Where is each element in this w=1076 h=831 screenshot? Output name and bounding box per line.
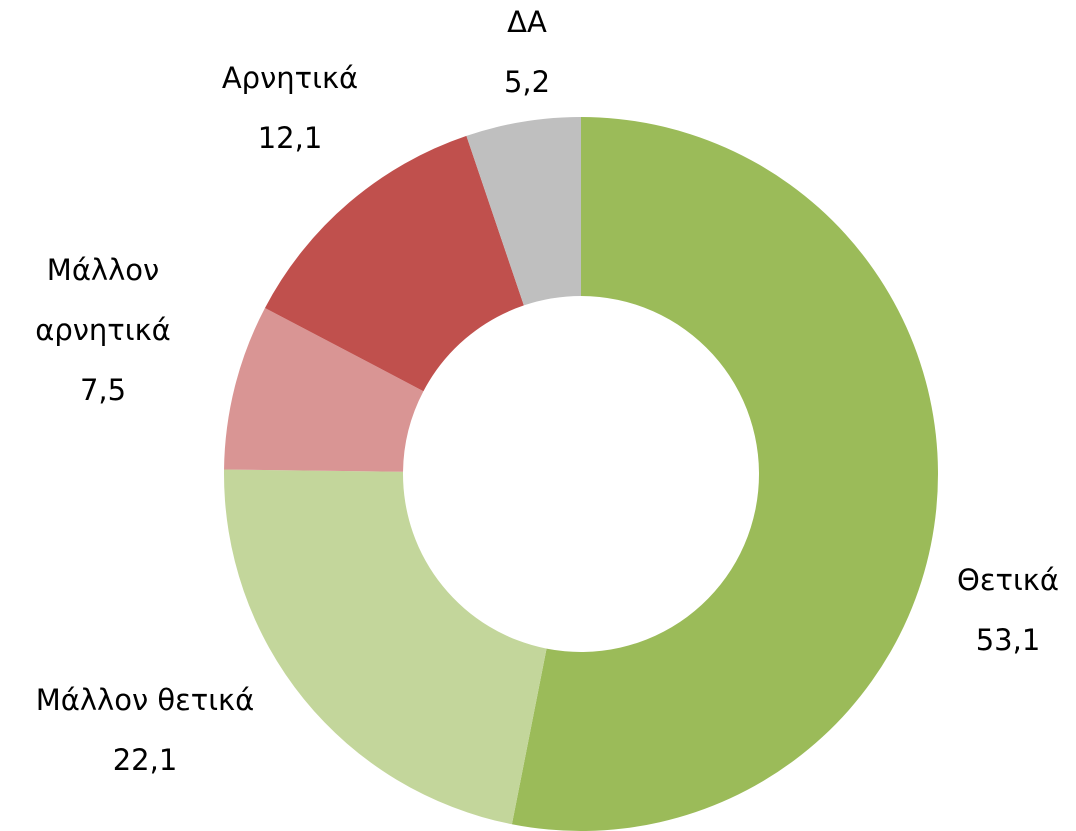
- data-label: Θετικά 53,1: [957, 550, 1059, 670]
- data-label: Αρνητικά 12,1: [222, 48, 358, 168]
- category-label: Μάλλον θετικά: [35, 683, 255, 717]
- data-label: Μάλλον αρνητικά 7,5: [3, 240, 203, 420]
- value-label: 22,1: [112, 743, 178, 777]
- donut-slice: [466, 117, 581, 306]
- data-label: Μάλλον θετικά 22,1: [36, 670, 255, 790]
- category-label: Μάλλον αρνητικά: [35, 253, 171, 347]
- value-label: 53,1: [975, 623, 1041, 657]
- category-label: Αρνητικά: [221, 61, 359, 95]
- data-label: ΔΑ 5,2: [504, 0, 550, 112]
- category-label: Θετικά: [957, 563, 1059, 597]
- donut-slice: [224, 307, 424, 472]
- value-label: 5,2: [503, 65, 551, 99]
- donut-slice: [264, 135, 524, 392]
- value-label: 12,1: [257, 121, 323, 155]
- donut-slice: [223, 469, 547, 825]
- category-label: ΔΑ: [507, 5, 547, 39]
- value-label: 7,5: [79, 373, 127, 407]
- donut-slice: [511, 117, 938, 831]
